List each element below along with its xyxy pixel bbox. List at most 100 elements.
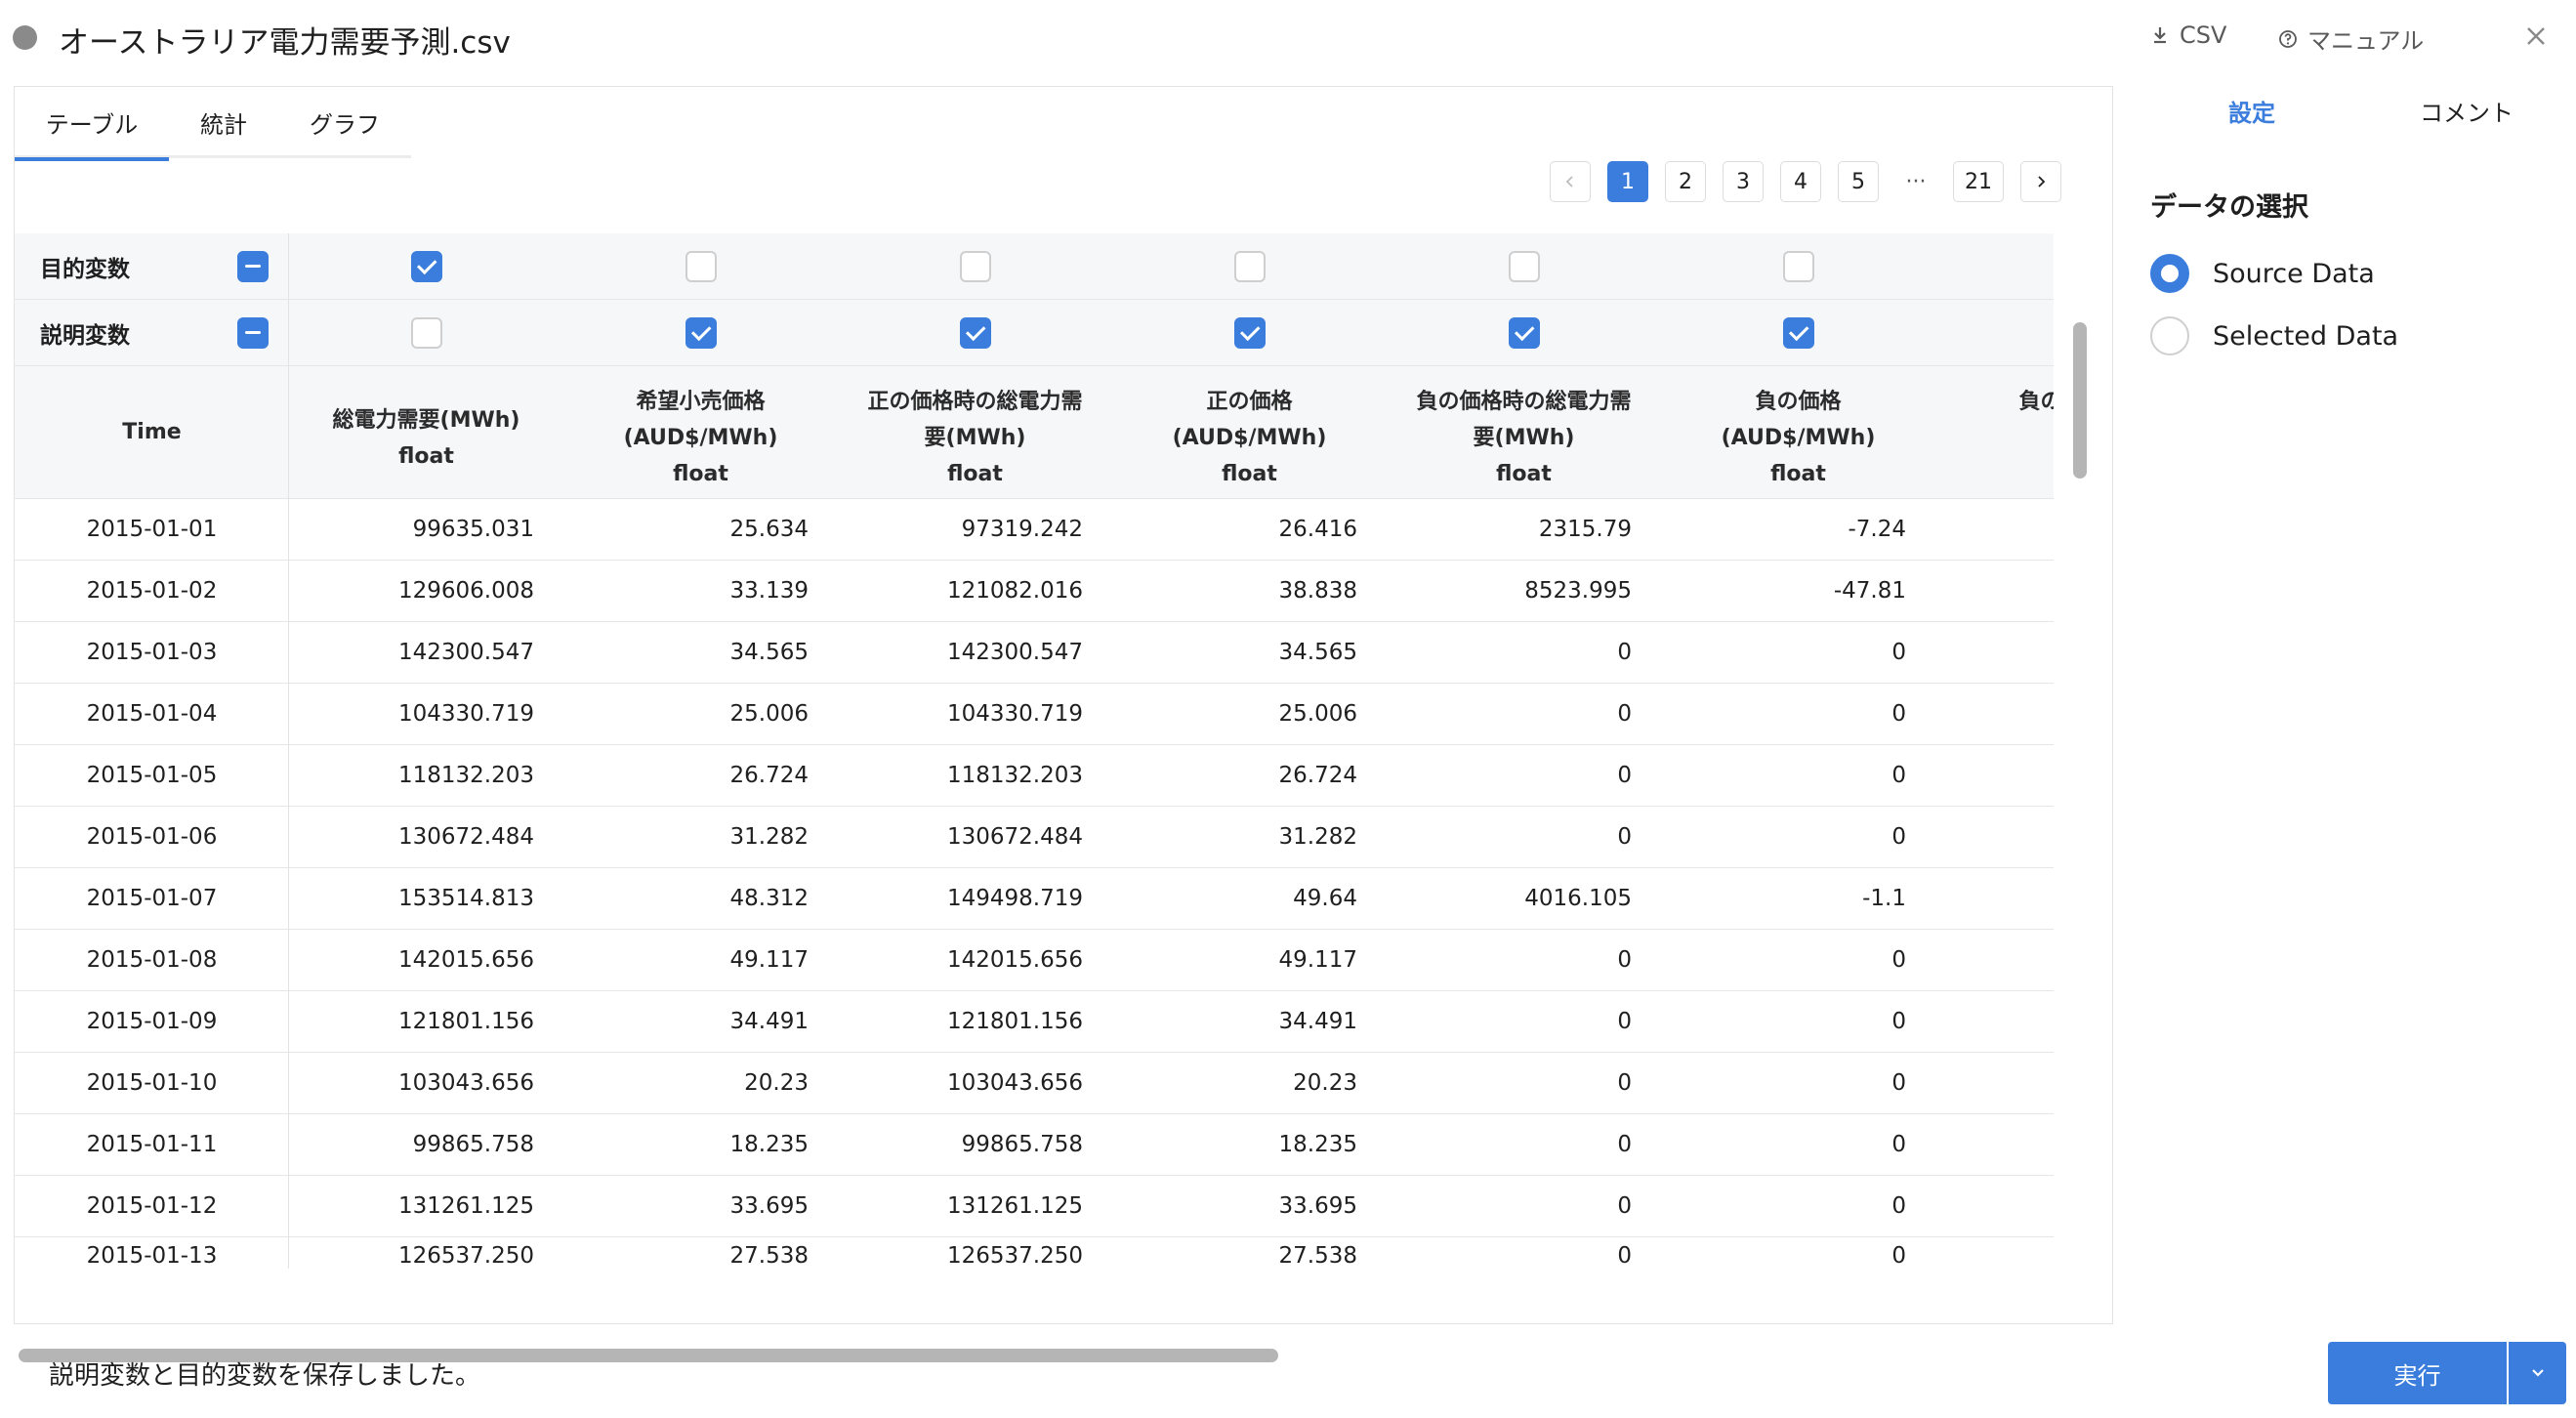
tab-table[interactable]: テーブル bbox=[15, 87, 169, 161]
table-cell: 0 bbox=[1891, 763, 1906, 788]
run-options-button[interactable] bbox=[2509, 1342, 2566, 1404]
target-variable-label: 目的変数 bbox=[40, 256, 130, 282]
table-cell bbox=[1935, 868, 2054, 929]
target-checkbox[interactable] bbox=[959, 250, 991, 282]
table-cell: 118132.203 bbox=[946, 763, 1083, 788]
page-button-last[interactable]: 21 bbox=[1953, 161, 2004, 202]
table-cell: 25.006 bbox=[729, 701, 809, 727]
table-cell: 153514.813 bbox=[397, 886, 534, 911]
table-cell: 0 bbox=[1617, 824, 1632, 850]
table-row: 99865.758 18.235 99865.758 18.235 0 0 bbox=[289, 1114, 2054, 1176]
table-cell: 103043.656 bbox=[946, 1070, 1083, 1096]
close-icon[interactable] bbox=[2521, 21, 2551, 51]
table-cell: 26.416 bbox=[1278, 517, 1357, 542]
table-cell: 34.565 bbox=[1278, 640, 1357, 665]
horizontal-scrollbar[interactable] bbox=[19, 1349, 1278, 1362]
table-row: 118132.203 26.724 118132.203 26.724 0 0 bbox=[289, 745, 2054, 807]
scrollable-columns[interactable]: 総電力需要(MWh) float 希望小売価格 (AUD$/MWh) float 正の価格… bbox=[289, 233, 2054, 1269]
time-cell: 2015-01-09 bbox=[86, 1009, 218, 1034]
source-data-option[interactable]: Source Data bbox=[2150, 254, 2375, 293]
status-dot bbox=[13, 25, 37, 50]
table-row: 2015-01-13 bbox=[15, 1237, 288, 1267]
target-checkbox[interactable] bbox=[1233, 250, 1266, 282]
chevron-right-icon bbox=[2038, 176, 2046, 188]
csv-label: CSV bbox=[2180, 21, 2227, 49]
table-cell: 8523.995 bbox=[1524, 578, 1632, 604]
fixed-column: 目的変数 説明変数 Time 2015-01-01 2015-01-02 2015-… bbox=[15, 233, 289, 1269]
table-cell: 0 bbox=[1617, 763, 1632, 788]
column-name: 希望小売価格 bbox=[636, 390, 766, 414]
explanatory-checkbox[interactable] bbox=[1782, 316, 1814, 349]
table-cell bbox=[1935, 991, 2054, 1052]
table-cell: 142015.656 bbox=[397, 947, 534, 973]
table-cell: 126537.250 bbox=[397, 1243, 534, 1267]
prev-page-button[interactable] bbox=[1550, 161, 1591, 202]
table-row: 2015-01-01 bbox=[15, 499, 288, 561]
table-row: 2015-01-03 bbox=[15, 622, 288, 684]
column-name: 負の価格時の総電力需 bbox=[1416, 390, 1632, 414]
target-select-all-checkbox[interactable] bbox=[237, 250, 269, 282]
table-cell: 118132.203 bbox=[397, 763, 534, 788]
next-page-button[interactable] bbox=[2020, 161, 2061, 202]
column-dtype: float bbox=[1770, 462, 1826, 486]
run-button[interactable]: 実行 bbox=[2328, 1342, 2507, 1404]
table-cell: 104330.719 bbox=[397, 701, 534, 727]
time-cell: 2015-01-08 bbox=[86, 947, 218, 973]
table-cell: 0 bbox=[1891, 1193, 1906, 1219]
table-row: 2015-01-06 bbox=[15, 807, 288, 868]
view-tabs: テーブル 統計 グラフ bbox=[15, 87, 411, 161]
explanatory-checkbox[interactable] bbox=[959, 316, 991, 349]
page-button-1[interactable]: 1 bbox=[1607, 161, 1648, 202]
explanatory-checkbox-cell bbox=[289, 300, 563, 365]
explanatory-checkbox[interactable] bbox=[685, 316, 717, 349]
table-row: 2015-01-11 bbox=[15, 1114, 288, 1176]
page-button-3[interactable]: 3 bbox=[1723, 161, 1764, 202]
target-checkbox[interactable] bbox=[685, 250, 717, 282]
table-cell: 99865.758 bbox=[961, 1132, 1083, 1157]
table-cell: 0 bbox=[1891, 1009, 1906, 1034]
table-row: 2015-01-12 bbox=[15, 1176, 288, 1237]
table-cell: 27.538 bbox=[729, 1243, 809, 1267]
column-name: (AUD$/MWh) bbox=[623, 426, 778, 450]
table-cell: 48.312 bbox=[729, 886, 809, 911]
selected-data-radio[interactable] bbox=[2150, 316, 2189, 355]
tab-graph[interactable]: グラフ bbox=[310, 111, 380, 139]
explanatory-select-all-checkbox[interactable] bbox=[237, 316, 269, 349]
table-cell: 104330.719 bbox=[946, 701, 1083, 727]
explanatory-checkbox[interactable] bbox=[1508, 316, 1540, 349]
table-cell: 103043.656 bbox=[397, 1070, 534, 1096]
target-checkbox[interactable] bbox=[1782, 250, 1814, 282]
page-button-4[interactable]: 4 bbox=[1780, 161, 1821, 202]
selected-data-label: Selected Data bbox=[2213, 320, 2399, 352]
tab-comments[interactable]: コメント bbox=[2420, 100, 2514, 127]
time-cell: 2015-01-02 bbox=[86, 578, 218, 604]
window-header: オーストラリア電力需要予測.csv CSV マニュアル bbox=[0, 0, 2576, 78]
column-name: 正の価格 bbox=[1206, 390, 1293, 414]
column-name: 総電力需要(MWh) bbox=[332, 407, 520, 433]
explanatory-checkbox[interactable] bbox=[1233, 316, 1266, 349]
column-name: 要(MWh) bbox=[1473, 426, 1575, 450]
tab-settings[interactable]: 設定 bbox=[2228, 100, 2275, 127]
table-cell: 0 bbox=[1891, 824, 1906, 850]
table-cell: 0 bbox=[1891, 947, 1906, 973]
target-checkbox[interactable] bbox=[1508, 250, 1540, 282]
source-data-radio[interactable] bbox=[2150, 254, 2189, 293]
page-ellipsis[interactable]: ··· bbox=[1905, 169, 1927, 194]
time-cell: 2015-01-12 bbox=[86, 1193, 218, 1219]
table-row: 126537.250 27.538 126537.250 27.538 0 0 bbox=[289, 1237, 2054, 1267]
target-checkbox[interactable] bbox=[410, 250, 442, 282]
tab-statistics[interactable]: 統計 bbox=[200, 111, 247, 139]
vertical-scrollbar[interactable] bbox=[2073, 322, 2087, 479]
page-button-2[interactable]: 2 bbox=[1665, 161, 1706, 202]
page-button-5[interactable]: 5 bbox=[1838, 161, 1879, 202]
table-row: 2015-01-02 bbox=[15, 561, 288, 622]
table-cell: -47.81 bbox=[1833, 578, 1906, 604]
table-row: 2015-01-05 bbox=[15, 745, 288, 807]
manual-button[interactable]: マニュアル bbox=[2278, 21, 2424, 56]
selected-data-option[interactable]: Selected Data bbox=[2150, 316, 2398, 355]
table-cell: 49.117 bbox=[1278, 947, 1357, 973]
explanatory-checkbox[interactable] bbox=[410, 316, 442, 349]
table-cell: 25.006 bbox=[1278, 701, 1357, 727]
table-cell: 33.139 bbox=[729, 578, 809, 604]
download-csv-button[interactable]: CSV bbox=[2150, 21, 2226, 49]
